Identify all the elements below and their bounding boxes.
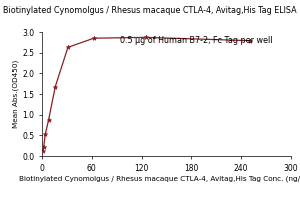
Y-axis label: Mean Abs.(OD450): Mean Abs.(OD450) bbox=[13, 60, 20, 128]
X-axis label: Biotinylated Cynomolgus / Rhesus macaque CTLA-4, Avitag,His Tag Conc. (ng/mL): Biotinylated Cynomolgus / Rhesus macaque… bbox=[19, 175, 300, 182]
Text: Biotinylated Cynomolgus / Rhesus macaque CTLA-4, Avitag,His Tag ELISA: Biotinylated Cynomolgus / Rhesus macaque… bbox=[3, 6, 297, 15]
Point bbox=[53, 85, 58, 88]
Point bbox=[92, 37, 96, 40]
Point bbox=[41, 145, 46, 149]
Point bbox=[40, 149, 45, 153]
Text: 0.5 μg of Human B7-2, Fc Tag per well: 0.5 μg of Human B7-2, Fc Tag per well bbox=[120, 36, 273, 45]
Point bbox=[46, 118, 51, 121]
Point bbox=[65, 46, 70, 49]
Point bbox=[247, 39, 252, 42]
Point bbox=[43, 132, 48, 136]
Point bbox=[143, 36, 148, 39]
